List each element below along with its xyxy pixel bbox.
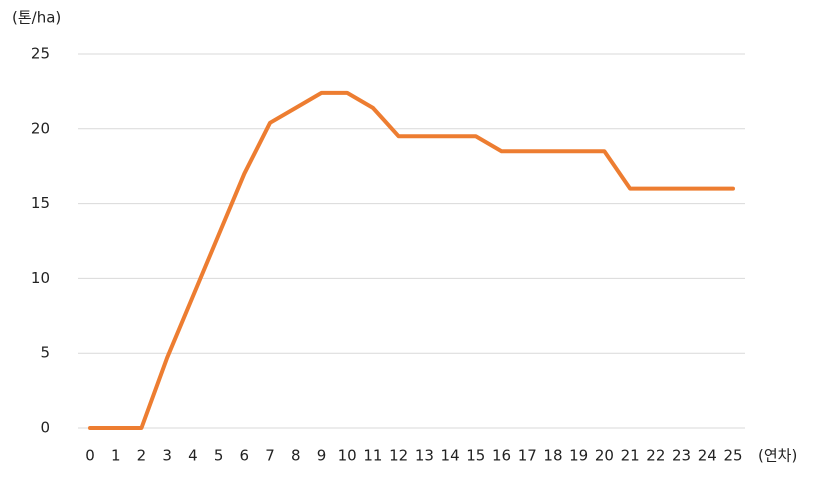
x-tick-label: 11 [363,447,382,465]
y-tick-label: 0 [40,419,50,437]
x-tick-label: 2 [137,447,147,465]
x-tick-label: 12 [389,447,408,465]
x-tick-label: 7 [265,447,275,465]
y-tick-label: 25 [31,45,50,63]
data-line [88,90,735,430]
x-tick-label: 24 [698,447,717,465]
x-tick-label: 3 [162,447,172,465]
x-tick-label: 21 [621,447,640,465]
x-tick-label: 0 [85,447,95,465]
x-tick-label: 19 [569,447,588,465]
x-tick-label: 13 [415,447,434,465]
x-tick-label: 9 [317,447,327,465]
y-tick-label: 10 [31,269,50,287]
x-tick-label: 15 [466,447,485,465]
x-tick-label: 22 [646,447,665,465]
y-tick-label: 20 [31,119,50,137]
x-tick-label: 4 [188,447,198,465]
x-tick-label: 16 [492,447,511,465]
x-tick-label: 14 [441,447,460,465]
x-tick-label: 18 [543,447,562,465]
x-tick-label: 1 [111,447,121,465]
y-tick-label: 15 [31,194,50,212]
x-tick-label: 20 [595,447,614,465]
x-tick-label: 25 [723,447,742,465]
x-tick-label: 23 [672,447,691,465]
y-axis-label: (톤/ha) [12,9,61,27]
x-axis-label: (연차) [758,447,797,465]
y-tick-label: 5 [40,344,50,362]
x-tick-label: 6 [240,447,250,465]
x-tick-label: 17 [518,447,537,465]
x-tick-label: 8 [291,447,301,465]
x-tick-label: 5 [214,447,224,465]
x-tick-label: 10 [338,447,357,465]
